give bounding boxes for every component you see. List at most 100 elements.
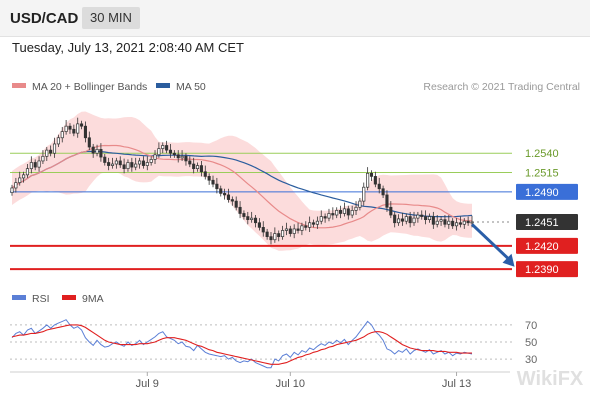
header-bar: USD/CAD 30 MIN [0, 0, 590, 37]
level-label: 1.2490 [525, 187, 559, 199]
candle [362, 186, 366, 202]
candle [443, 219, 447, 225]
candle [165, 145, 169, 151]
level-badge [516, 261, 578, 278]
candle [281, 230, 285, 237]
x-axis: Jul 9 Jul 10 Jul 13 [10, 371, 510, 390]
candle [172, 152, 176, 156]
level-label: 1.2451 [525, 217, 559, 229]
candle [226, 194, 231, 200]
candle [134, 163, 138, 168]
price-panel: 1.2540 1.2515 1.2490 1.2451 1.2420 1.2390 [10, 111, 578, 278]
candle [323, 216, 327, 219]
symbol-label: USD/CAD [10, 10, 79, 27]
candle [22, 174, 26, 179]
level-label: 1.2390 [525, 264, 559, 276]
candle [431, 216, 435, 225]
candle [470, 221, 474, 224]
candle [381, 188, 385, 196]
candle [72, 128, 76, 134]
candle [350, 210, 354, 216]
chart-legend: MA 20 + Bollinger Bands MA 50 Research ©… [12, 81, 580, 305]
level-badge [516, 183, 578, 200]
candle [366, 172, 370, 188]
candle [99, 149, 103, 158]
candle [427, 216, 432, 221]
candle [145, 162, 149, 166]
ma50-line [11, 150, 473, 218]
candle [14, 182, 18, 189]
candle [288, 228, 292, 234]
candle [126, 162, 130, 170]
ma50-legend-swatch [156, 83, 170, 88]
candle [369, 172, 374, 177]
candle [203, 171, 207, 177]
candle [253, 217, 258, 224]
candle [311, 222, 316, 225]
ma20-legend-swatch [12, 83, 26, 88]
candle [180, 155, 184, 159]
timeframe-button[interactable]: 30 MIN [82, 7, 140, 29]
candle [292, 228, 296, 234]
candle [462, 220, 466, 225]
candle [439, 219, 443, 222]
candle [354, 206, 358, 211]
candle [400, 218, 404, 222]
level-label: 1.2420 [525, 241, 559, 253]
candle [18, 177, 22, 183]
candle [265, 231, 269, 237]
ma50-legend-label: MA 50 [176, 81, 206, 93]
candle [397, 218, 401, 224]
candle [284, 228, 289, 231]
candle [416, 214, 420, 219]
candle [250, 217, 254, 221]
candle [64, 125, 68, 132]
candle [261, 227, 265, 233]
candle [377, 183, 381, 190]
candle [451, 220, 455, 227]
candle [257, 222, 261, 228]
ma9-legend-label: 9MA [82, 293, 104, 305]
candle [458, 222, 462, 225]
candle [207, 176, 211, 181]
candle [87, 137, 91, 148]
candle [393, 214, 397, 224]
candle [335, 210, 339, 216]
candle [358, 200, 362, 208]
candle [296, 228, 300, 231]
candle [435, 220, 439, 225]
candle [153, 154, 157, 160]
candle [234, 200, 238, 208]
candle [304, 225, 308, 228]
candle [373, 176, 377, 185]
candle [342, 208, 346, 214]
candle [211, 179, 215, 185]
candle [168, 149, 173, 154]
rsi-line [11, 319, 473, 369]
candle [404, 216, 408, 222]
x-tick-label: Jul 9 [136, 378, 159, 390]
candle [45, 149, 49, 157]
candle [412, 217, 416, 224]
candle [161, 145, 165, 149]
candle [29, 162, 33, 170]
candle [56, 137, 60, 145]
rsi-tick-label: 70 [525, 320, 537, 332]
candle [389, 206, 393, 216]
candle [273, 233, 277, 241]
candle [37, 160, 41, 168]
candle [246, 216, 250, 221]
candle [110, 163, 115, 166]
candle [138, 160, 142, 165]
candle [230, 199, 234, 202]
candle [327, 213, 331, 219]
forecast-arrow [470, 223, 512, 262]
level-label: 1.2515 [525, 168, 559, 180]
candle [25, 168, 30, 176]
candle [242, 213, 246, 217]
candle [447, 220, 451, 225]
candle [192, 163, 196, 170]
candle [149, 159, 153, 163]
rsi-tick-label: 30 [525, 354, 537, 366]
